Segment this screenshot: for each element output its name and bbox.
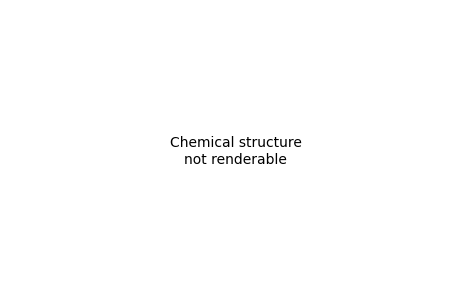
Text: Chemical structure
not renderable: Chemical structure not renderable (169, 136, 301, 166)
